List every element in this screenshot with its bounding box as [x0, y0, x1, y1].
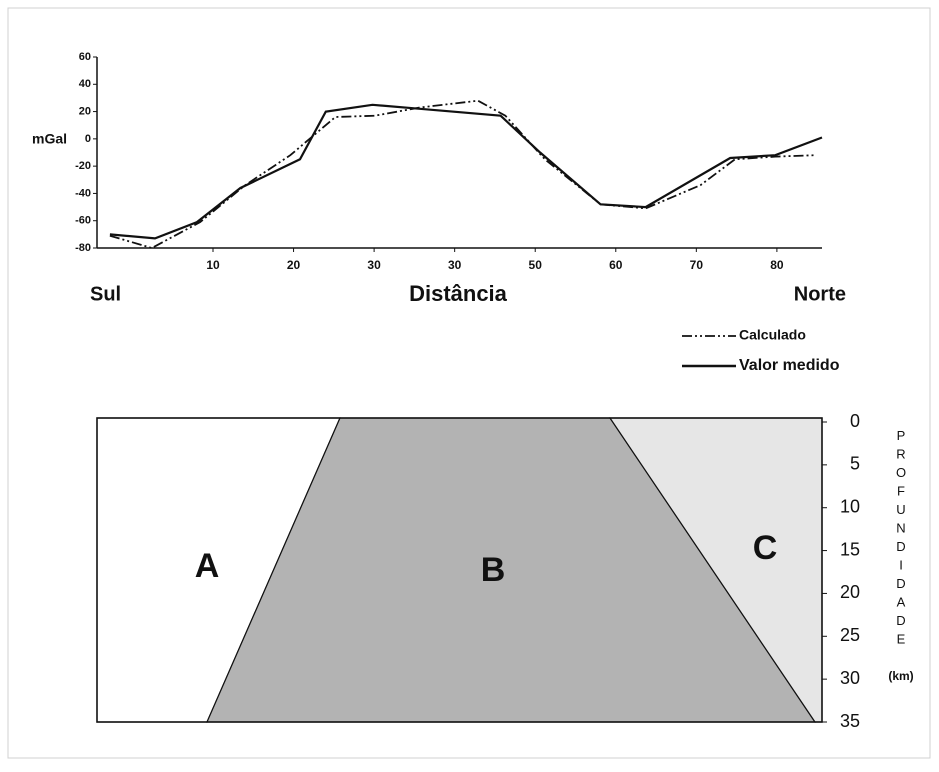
x-tick-label: 50	[529, 258, 543, 272]
annotation: Norte	[794, 283, 846, 305]
y-tick-label: 30	[840, 668, 860, 688]
annotation: Sul	[90, 283, 121, 305]
y-tick-label: 40	[79, 78, 91, 90]
data-line	[109, 103, 823, 240]
y-tick-label: -80	[75, 242, 91, 254]
region-label: C	[753, 529, 778, 567]
frame	[7, 7, 931, 759]
y-tick-label: 20	[79, 105, 91, 117]
x-tick-label: 30	[367, 258, 381, 272]
y-tick-label: 10	[840, 496, 860, 516]
y-tick-label: 5	[850, 454, 860, 474]
region-label: B	[481, 551, 506, 589]
y-tick-label: -40	[75, 187, 91, 199]
x-tick-label: 80	[770, 258, 784, 272]
y-tick-label: 25	[840, 625, 860, 645]
x-tick-label: 10	[206, 258, 220, 272]
legend-label: Calculado	[739, 327, 806, 343]
x-tick-label: 60	[609, 258, 623, 272]
y-tick-label: 60	[79, 51, 91, 63]
y-axis-title: PROFUNDIDADE	[894, 428, 909, 650]
y-tick-label: 0	[85, 133, 91, 145]
y-tick-label: -60	[75, 215, 91, 227]
x-tick-label: 30	[448, 258, 462, 272]
y-tick-label: 0	[850, 411, 860, 431]
y-tick-label: 15	[840, 539, 860, 559]
data-line	[109, 99, 816, 249]
legend-label: Valor medido	[739, 357, 840, 374]
x-tick-label: 70	[690, 258, 704, 272]
y-tick-label: 35	[840, 711, 860, 731]
x-axis-title: Distância	[409, 281, 508, 306]
x-tick-label: 20	[287, 258, 301, 272]
section-box	[96, 417, 823, 723]
y-tick-label: -20	[75, 160, 91, 172]
region-label: A	[195, 547, 220, 585]
y-axis-title: mGal	[32, 131, 67, 147]
y-axis-unit: (km)	[888, 669, 913, 683]
y-tick-label: 20	[840, 582, 860, 602]
